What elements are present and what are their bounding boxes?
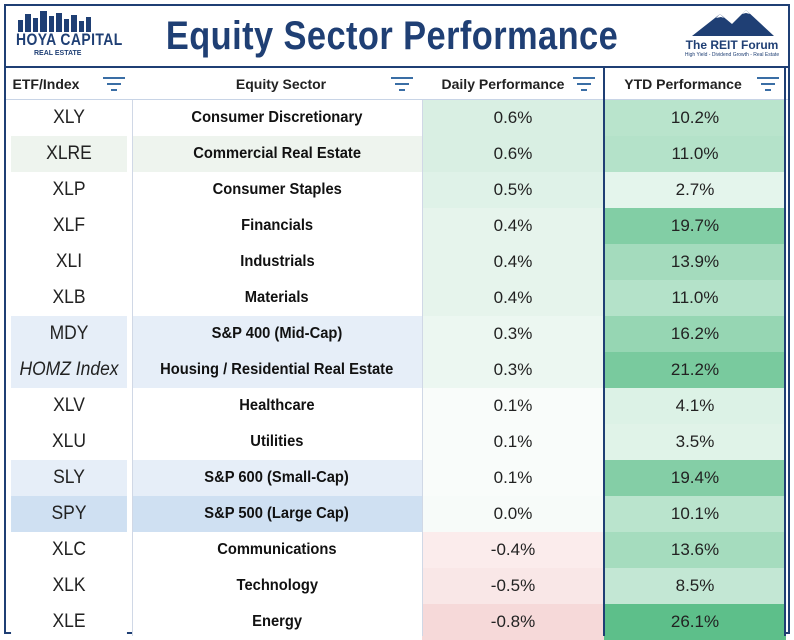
daily-cell: -0.5% [422, 568, 604, 604]
ytd-cell: 26.1% [604, 604, 786, 640]
ytd-cell: 4.1% [604, 388, 786, 424]
sector-cell: Technology [132, 568, 422, 604]
title-bar: HOYA CAPITAL REAL ESTATE Equity Sector P… [6, 6, 788, 68]
table-row: XLK Technology -0.5% 8.5% [6, 568, 788, 604]
filter-lines-icon[interactable] [756, 76, 780, 92]
ytd-cell: 11.0% [604, 136, 786, 172]
table-row: SLY S&P 600 (Small-Cap) 0.1% 19.4% [6, 460, 788, 496]
daily-cell: 0.0% [422, 496, 604, 532]
column-divider [132, 100, 133, 636]
skyline-icon [18, 11, 91, 32]
sector-cell: Healthcare [132, 388, 422, 424]
filter-lines-icon[interactable] [390, 76, 414, 92]
sector-cell: Energy [132, 604, 422, 640]
etf-cell: XLE [11, 604, 127, 640]
etf-cell: XLI [11, 244, 127, 280]
reit-forum-logo: The REIT Forum High Yield - Dividend Gro… [682, 8, 782, 64]
filter-lines-icon[interactable] [572, 76, 596, 92]
ytd-cell: 19.4% [604, 460, 786, 496]
sector-cell: Housing / Residential Real Estate [132, 352, 422, 388]
daily-cell: 0.3% [422, 316, 604, 352]
table-row: XLP Consumer Staples 0.5% 2.7% [6, 172, 788, 208]
etf-cell: HOMZ Index [11, 352, 127, 388]
sector-cell: Commercial Real Estate [132, 136, 422, 172]
ytd-cell: 8.5% [604, 568, 786, 604]
etf-cell: XLK [11, 568, 127, 604]
etf-cell: XLU [11, 424, 127, 460]
sector-cell: Consumer Staples [132, 172, 422, 208]
table-row: XLE Energy -0.8% 26.1% [6, 604, 788, 640]
daily-cell: 0.4% [422, 280, 604, 316]
sector-cell: Materials [132, 280, 422, 316]
daily-cell: 0.4% [422, 208, 604, 244]
daily-cell: 0.6% [422, 136, 604, 172]
ytd-cell: 3.5% [604, 424, 786, 460]
etf-cell: XLP [11, 172, 127, 208]
ytd-cell: 10.1% [604, 496, 786, 532]
daily-cell: 0.4% [422, 244, 604, 280]
ytd-cell: 10.2% [604, 100, 786, 136]
table-row: XLC Communications -0.4% 13.6% [6, 532, 788, 568]
hoya-capital-logo: HOYA CAPITAL REAL ESTATE [12, 10, 122, 62]
daily-cell: -0.8% [422, 604, 604, 640]
table-row: XLF Financials 0.4% 19.7% [6, 208, 788, 244]
etf-cell: XLF [11, 208, 127, 244]
etf-cell: XLRE [11, 136, 127, 172]
sector-cell: S&P 500 (Large Cap) [132, 496, 422, 532]
daily-cell: 0.1% [422, 388, 604, 424]
daily-cell: 0.3% [422, 352, 604, 388]
daily-cell: 0.5% [422, 172, 604, 208]
table-row: XLB Materials 0.4% 11.0% [6, 280, 788, 316]
etf-cell: SPY [11, 496, 127, 532]
sector-cell: Industrials [132, 244, 422, 280]
table-row: SPY S&P 500 (Large Cap) 0.0% 10.1% [6, 496, 788, 532]
ytd-cell: 19.7% [604, 208, 786, 244]
table-header: ETF/Index Equity Sector Daily Performanc… [6, 66, 788, 100]
header-sector: Equity Sector [235, 76, 327, 92]
page-title: Equity Sector Performance [165, 14, 619, 58]
table-row: XLRE Commercial Real Estate 0.6% 11.0% [6, 136, 788, 172]
header-ytd: YTD Performance [624, 76, 742, 92]
filter-lines-icon[interactable] [102, 76, 126, 92]
header-etf: ETF/Index [12, 76, 80, 92]
table-row: HOMZ Index Housing / Residential Real Est… [6, 352, 788, 388]
etf-cell: XLY [11, 100, 127, 136]
table-row: XLY Consumer Discretionary 0.6% 10.2% [6, 100, 788, 136]
etf-cell: XLC [11, 532, 127, 568]
logo-left-name: HOYA CAPITAL [16, 30, 123, 49]
daily-cell: -0.4% [422, 532, 604, 568]
mountain-icon [692, 10, 774, 36]
sector-cell: S&P 600 (Small-Cap) [132, 460, 422, 496]
ytd-cell: 11.0% [604, 280, 786, 316]
logo-left-subtitle: REAL ESTATE [34, 50, 82, 57]
header-daily: Daily Performance [441, 76, 565, 92]
column-divider [422, 100, 423, 636]
table-row: XLI Industrials 0.4% 13.9% [6, 244, 788, 280]
etf-cell: XLB [11, 280, 127, 316]
sector-cell: Utilities [132, 424, 422, 460]
ytd-cell: 13.6% [604, 532, 786, 568]
etf-cell: XLV [11, 388, 127, 424]
table-row: XLV Healthcare 0.1% 4.1% [6, 388, 788, 424]
sector-cell: Consumer Discretionary [132, 100, 422, 136]
sector-cell: Communications [132, 532, 422, 568]
logo-right-name: The REIT Forum [685, 38, 779, 52]
sector-cell: S&P 400 (Mid-Cap) [132, 316, 422, 352]
ytd-cell: 16.2% [604, 316, 786, 352]
ytd-cell: 21.2% [604, 352, 786, 388]
daily-cell: 0.1% [422, 460, 604, 496]
ytd-cell: 13.9% [604, 244, 786, 280]
etf-cell: SLY [11, 460, 127, 496]
table-row: XLU Utilities 0.1% 3.5% [6, 424, 788, 460]
sector-cell: Financials [132, 208, 422, 244]
daily-cell: 0.6% [422, 100, 604, 136]
ytd-cell: 2.7% [604, 172, 786, 208]
logo-right-tagline: High Yield - Dividend Growth - Real Esta… [684, 52, 780, 58]
table-frame: HOYA CAPITAL REAL ESTATE Equity Sector P… [4, 4, 790, 640]
table-row: MDY S&P 400 (Mid-Cap) 0.3% 16.2% [6, 316, 788, 352]
daily-cell: 0.1% [422, 424, 604, 460]
etf-cell: MDY [11, 316, 127, 352]
